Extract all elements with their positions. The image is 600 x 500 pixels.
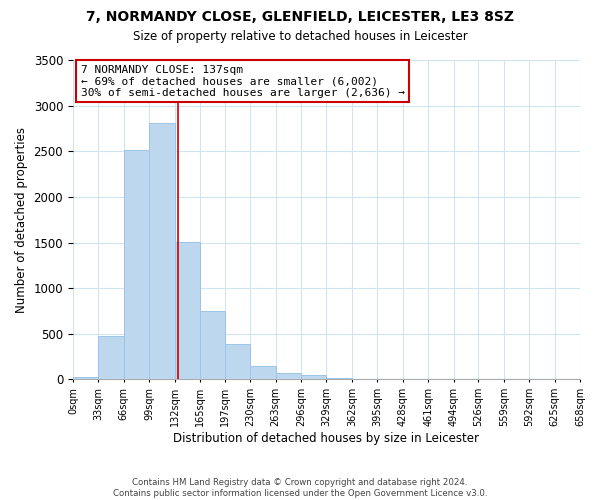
Bar: [149, 123, 175, 380]
Bar: [301, 375, 326, 380]
Text: Size of property relative to detached houses in Leicester: Size of property relative to detached ho…: [133, 30, 467, 43]
Text: 7 NORMANDY CLOSE: 137sqm
← 69% of detached houses are smaller (6,002)
30% of sem: 7 NORMANDY CLOSE: 137sqm ← 69% of detach…: [80, 65, 404, 98]
Bar: [124, 150, 149, 380]
Bar: [326, 378, 352, 380]
Text: Contains HM Land Registry data © Crown copyright and database right 2024.
Contai: Contains HM Land Registry data © Crown c…: [113, 478, 487, 498]
Bar: [225, 344, 250, 380]
X-axis label: Distribution of detached houses by size in Leicester: Distribution of detached houses by size …: [173, 432, 479, 445]
Bar: [98, 336, 124, 380]
Y-axis label: Number of detached properties: Number of detached properties: [15, 126, 28, 312]
Bar: [200, 311, 225, 380]
Bar: [250, 366, 275, 380]
Bar: [73, 377, 98, 380]
Bar: [175, 242, 200, 380]
Bar: [275, 372, 301, 380]
Text: 7, NORMANDY CLOSE, GLENFIELD, LEICESTER, LE3 8SZ: 7, NORMANDY CLOSE, GLENFIELD, LEICESTER,…: [86, 10, 514, 24]
